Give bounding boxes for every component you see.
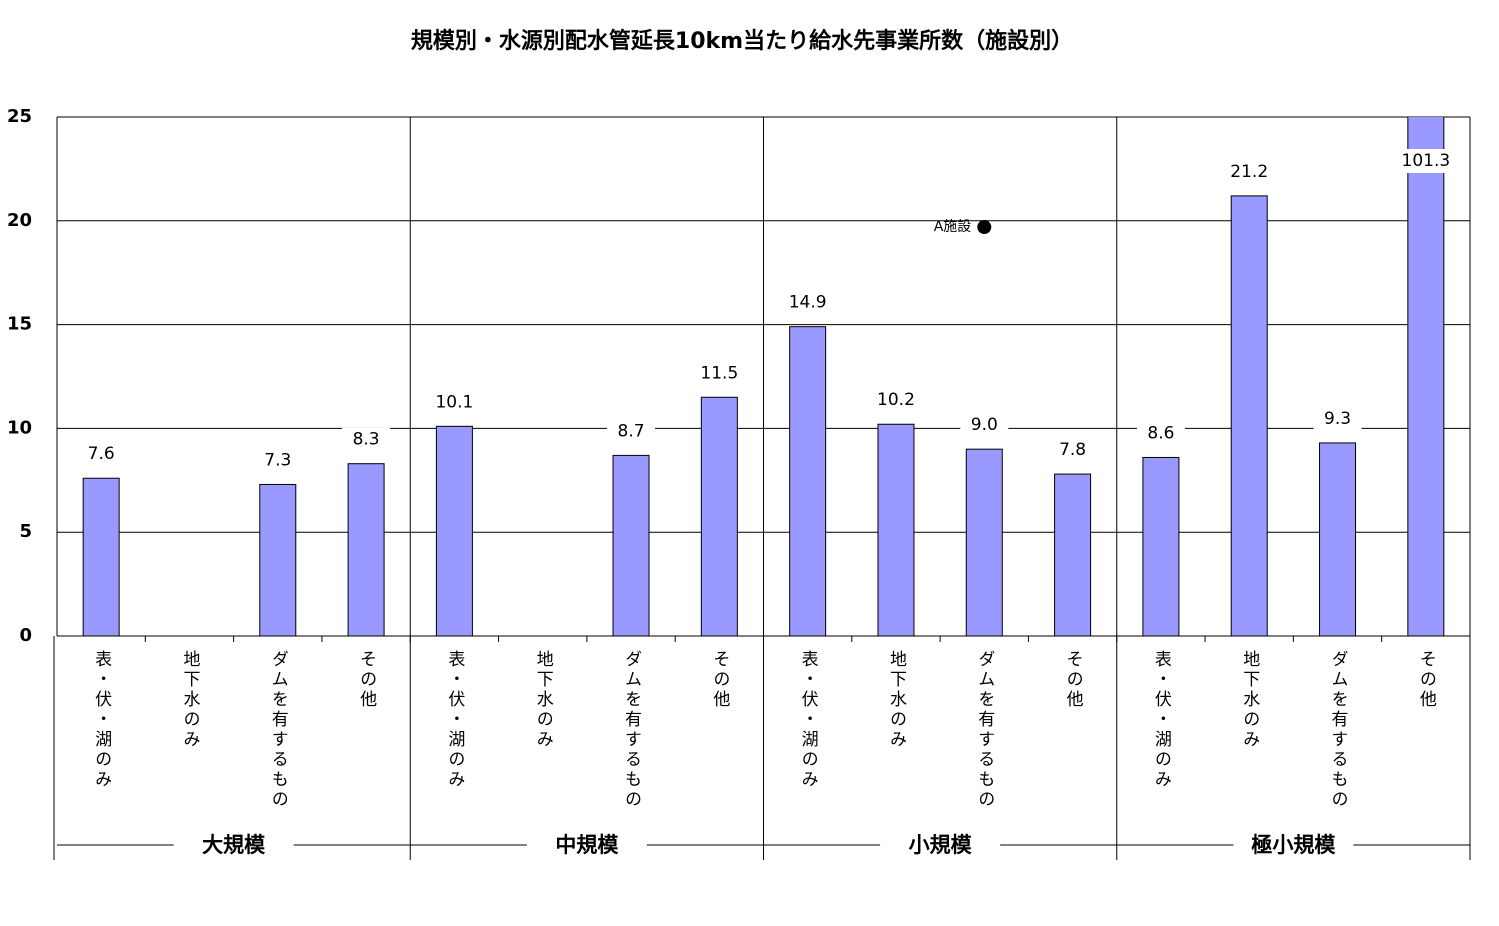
group-label: 極小規模 (1251, 833, 1336, 857)
bar (259, 483, 297, 636)
value-label: 7.3 (264, 450, 291, 470)
y-tick-label: 20 (7, 210, 32, 231)
x-tick-label: その他 (356, 650, 377, 710)
x-tick-label: 表・伏・湖のみ (444, 650, 465, 790)
y-tick-label: 25 (7, 106, 32, 127)
y-tick-label: 0 (19, 625, 32, 646)
value-label-bg (1313, 406, 1362, 431)
x-tick-label: 表・伏・湖のみ (798, 650, 819, 790)
x-tick-label: ダムを有するもの (1328, 650, 1349, 810)
group-label: 小規模 (909, 833, 973, 857)
bar (1054, 473, 1092, 636)
value-label-bg (430, 390, 479, 415)
bar (435, 425, 473, 636)
bar (789, 326, 827, 636)
x-tick-label: 地下水のみ (886, 650, 907, 750)
bar (612, 454, 650, 636)
value-label-bg (1048, 438, 1097, 463)
annotation-dot (977, 220, 992, 235)
value-label-bg (1136, 421, 1185, 446)
chart-title: 規模別・水源別配水管延長10km当たり給水先事業所数（施設別） (411, 28, 1073, 54)
value-label: 21.2 (1230, 162, 1268, 182)
value-label-bg (695, 361, 744, 386)
value-label: 7.8 (1059, 440, 1086, 460)
value-label: 14.9 (789, 293, 827, 313)
y-tick-label: 10 (7, 417, 32, 438)
x-tick-label: その他 (709, 650, 730, 710)
bar (1142, 456, 1180, 636)
bar (1230, 195, 1268, 636)
value-label-bg (1225, 159, 1274, 184)
value-label-bg (1397, 149, 1454, 173)
value-label: 8.7 (618, 421, 645, 441)
x-tick-label: ダムを有するもの (621, 650, 642, 810)
value-label: 11.5 (700, 363, 738, 383)
value-label: 9.0 (971, 415, 998, 435)
value-label-bg (607, 419, 656, 444)
bar (347, 463, 385, 636)
y-tick-label: 15 (7, 314, 32, 335)
value-label: 10.1 (435, 392, 473, 412)
value-label-bg (783, 290, 832, 315)
bar (1319, 442, 1357, 636)
x-tick-label: 地下水のみ (1239, 650, 1260, 750)
group-label: 大規模 (202, 833, 266, 857)
bar (1407, 117, 1445, 636)
annotation-label: A施設 (934, 219, 972, 235)
value-label-bg (871, 388, 920, 413)
bar (877, 423, 915, 636)
bar (965, 448, 1003, 636)
value-label: 8.3 (353, 430, 380, 450)
value-label: 9.3 (1324, 409, 1351, 429)
value-label: 8.6 (1147, 423, 1174, 443)
x-tick-label: 表・伏・湖のみ (91, 650, 112, 790)
x-tick-label: ダムを有するもの (268, 650, 289, 810)
bar (700, 396, 738, 636)
bar (82, 477, 120, 636)
group-label: 中規模 (555, 833, 619, 857)
x-tick-label: その他 (1063, 650, 1084, 710)
x-tick-label: ダムを有するもの (974, 650, 995, 810)
value-label-bg (77, 442, 126, 467)
y-tick-label: 5 (19, 521, 32, 542)
value-label-bg (342, 427, 391, 452)
x-tick-label: その他 (1416, 650, 1437, 710)
x-tick-label: 地下水のみ (179, 650, 200, 750)
value-label-bg (960, 413, 1009, 438)
x-tick-label: 地下水のみ (533, 650, 554, 750)
value-label: 7.6 (88, 444, 115, 464)
plot-area (82, 117, 1445, 636)
x-tick-label: 表・伏・湖のみ (1151, 650, 1172, 790)
value-label: 101.3 (1402, 151, 1451, 171)
value-label: 10.2 (877, 390, 915, 410)
value-label-bg (253, 448, 302, 473)
